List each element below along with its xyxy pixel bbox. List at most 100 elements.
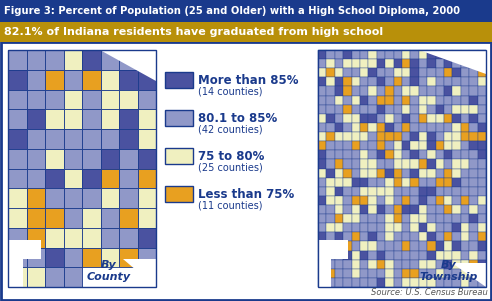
Bar [335,132,343,141]
Bar [419,105,427,114]
Bar [360,123,369,132]
Bar [360,59,369,68]
Bar [402,50,410,59]
Bar [369,260,377,269]
Bar [326,77,335,86]
Bar [326,205,335,214]
Bar [352,160,360,169]
Bar [410,205,419,214]
Bar [352,196,360,205]
Bar [343,232,352,241]
Bar [394,86,402,96]
Bar [435,160,444,169]
Bar [343,59,352,68]
Bar [419,150,427,160]
Bar [27,247,45,267]
Bar [394,232,402,241]
Bar [137,89,156,109]
Bar [63,228,82,247]
Bar [326,187,335,196]
Bar [444,123,453,132]
Bar [444,160,453,169]
Text: (14 counties): (14 counties) [198,87,263,97]
Bar [0,0,492,22]
Bar [394,105,402,114]
Bar [343,269,352,278]
Bar [119,228,137,247]
Bar [360,132,369,141]
Bar [360,50,369,59]
Bar [318,241,326,250]
Bar [385,123,394,132]
Bar [318,114,326,123]
Bar [318,223,326,232]
Bar [469,241,478,250]
Bar [369,232,377,241]
Bar [419,250,427,260]
Bar [461,214,469,223]
Bar [137,247,156,267]
Bar [453,96,461,105]
Bar [402,105,410,114]
Bar [461,96,469,105]
Bar [461,59,469,68]
Bar [335,196,343,205]
Bar [335,205,343,214]
Bar [45,247,63,267]
Bar [402,150,410,160]
Bar [394,68,402,77]
Bar [335,169,343,178]
Bar [352,232,360,241]
Bar [352,241,360,250]
Bar [360,105,369,114]
Bar [427,241,435,250]
Bar [461,196,469,205]
Bar [352,278,360,287]
Bar [461,150,469,160]
Bar [360,223,369,232]
Bar [326,269,335,278]
Bar [444,196,453,205]
Bar [478,123,486,132]
Bar [461,105,469,114]
Bar [435,269,444,278]
Bar [453,169,461,178]
Bar [377,114,385,123]
Bar [63,169,82,188]
Bar [326,141,335,150]
Bar [394,269,402,278]
Bar [137,109,156,129]
Bar [335,278,343,287]
Bar [369,196,377,205]
Bar [343,241,352,250]
Bar [435,178,444,187]
Bar [478,50,486,59]
Bar [419,68,427,77]
Bar [461,123,469,132]
Bar [335,178,343,187]
Bar [343,214,352,223]
Bar [352,105,360,114]
Bar [435,141,444,150]
Bar [82,129,100,149]
Bar [45,267,63,287]
Bar [385,59,394,68]
Bar [461,223,469,232]
Bar [360,68,369,77]
Bar [427,169,435,178]
Bar [100,50,119,70]
Bar [377,169,385,178]
Bar [318,96,326,105]
Bar [137,50,156,70]
Bar [82,109,100,129]
Bar [469,196,478,205]
Bar [326,214,335,223]
Bar [402,260,410,269]
Bar [377,77,385,86]
Bar [478,105,486,114]
Bar [394,141,402,150]
Bar [385,77,394,86]
Bar [419,196,427,205]
Bar [461,269,469,278]
Bar [352,141,360,150]
